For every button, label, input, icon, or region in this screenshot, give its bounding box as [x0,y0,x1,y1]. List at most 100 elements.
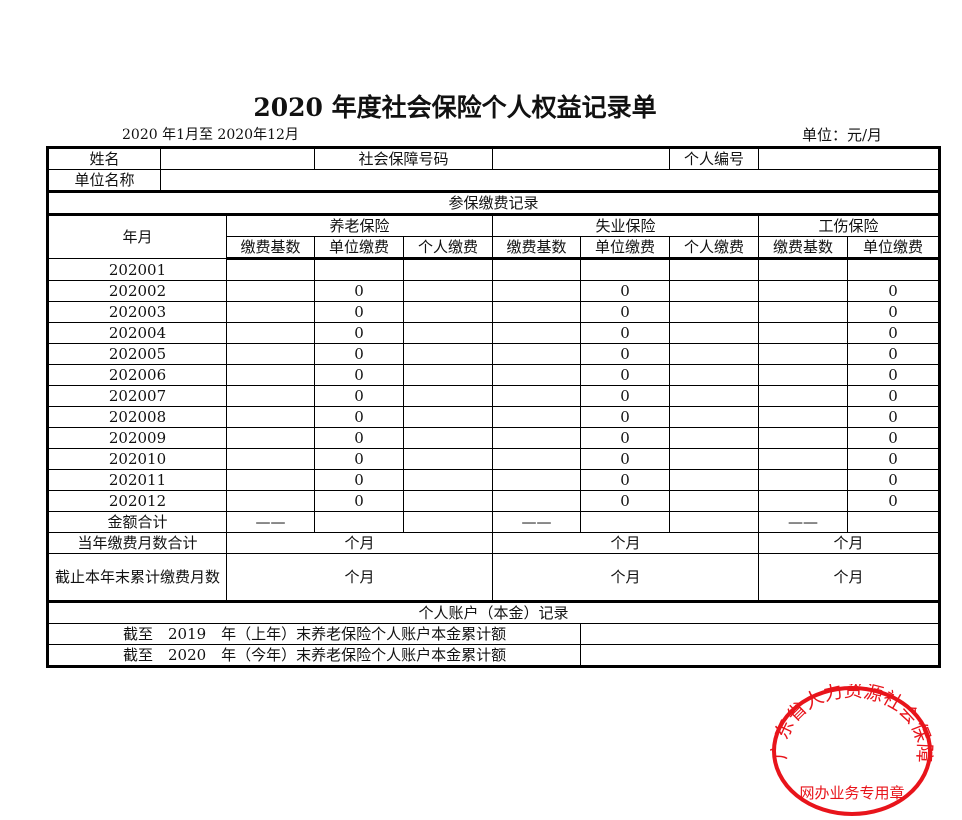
amount-cell: 0 [847,280,941,302]
table-row: 202004 0 0 0 [47,322,941,344]
ssn-label: 社会保障号码 [313,147,494,170]
year-month: 202004 [47,322,227,344]
amount-cell [758,448,849,470]
amount-cell [669,385,760,407]
stamp-org-text: 广东省人力资源社会保障厅 [770,684,934,763]
amount-cell [226,469,315,491]
year-month: 202007 [47,385,227,407]
amount-cell [402,301,494,323]
amount-cell [669,427,760,449]
amount-cell [492,343,582,365]
year-month: 202011 [47,469,227,491]
total-row: 金额合计 —— —— —— [47,511,941,533]
amount-cell: 0 [314,364,404,386]
amount-cell [226,343,315,365]
amount-cell [492,385,582,407]
amount-cell [314,258,404,281]
total-cell [669,511,760,533]
amount-cell [669,448,760,470]
amount-cell: 0 [580,490,671,512]
amount-cell [492,258,582,281]
svg-text:广东省人力资源社会保障厅: 广东省人力资源社会保障厅 [770,684,934,763]
year-month-header: 年月 [47,214,227,259]
unemployment-header: 失业保险 [492,214,760,237]
amount-cell: 0 [314,280,404,302]
amount-cell: 0 [580,301,671,323]
year-month: 202005 [47,343,227,365]
year-month: 202003 [47,301,227,323]
amount-cell [669,469,760,491]
year-month: 202010 [47,448,227,470]
amount-cell: 0 [314,427,404,449]
amount-cell: 0 [580,385,671,407]
injury-header: 工伤保险 [758,214,941,237]
page-title: 2020 年度社会保险个人权益记录单 [253,93,657,122]
unemployment-cumulative: 个月 [492,553,760,603]
sub-header: 缴费基数 [226,236,315,260]
injury-months: 个月 [758,532,941,554]
months-year-label: 当年缴费月数合计 [47,532,227,554]
amount-cell [580,258,671,281]
ssn-value [492,147,671,170]
year-month: 202001 [47,258,227,281]
table-row: 202007 0 0 0 [47,385,941,407]
amount-cell: 0 [314,301,404,323]
amount-cell: 0 [580,364,671,386]
amount-cell: 0 [847,322,941,344]
amount-cell: 0 [314,406,404,428]
amount-cell: 0 [580,427,671,449]
total-cell [847,511,941,533]
amount-cell: 0 [314,322,404,344]
table-row: 202005 0 0 0 [47,343,941,365]
amount-cell: 0 [847,448,941,470]
amount-cell [226,301,315,323]
amount-cell [226,490,315,512]
amount-cell: 0 [847,364,941,386]
amount-cell [402,343,494,365]
amount-cell: 0 [847,427,941,449]
total-cell: —— [226,511,315,533]
amount-cell [402,427,494,449]
total-cell [580,511,671,533]
amount-cell [669,258,760,281]
amount-cell [226,406,315,428]
amount-cell [669,322,760,344]
pension-header: 养老保险 [225,214,494,237]
stamp-purpose-text: 网办业务专用章 [799,784,904,802]
sub-header: 单位缴费 [314,236,404,260]
amount-cell [492,448,582,470]
amount-cell [758,301,849,323]
amount-cell [402,258,494,281]
amount-cell [492,427,582,449]
table-row: 202002 0 0 0 [47,280,941,302]
amount-cell: 0 [847,406,941,428]
amount-cell [402,322,494,344]
amount-cell [758,364,849,386]
section-account-title: 个人账户（本金）记录 [46,600,941,624]
year-month: 202012 [47,490,227,512]
sub-header: 单位缴费 [580,236,671,260]
account-label: 截至 2020 年（今年）末养老保险个人账户本金累计额 [46,644,582,667]
months-cumulative-row: 截止本年末累计缴费月数 个月 个月 个月 [47,553,941,603]
amount-cell [492,490,582,512]
amount-cell [226,280,315,302]
account-value [580,623,941,645]
amount-cell [758,469,849,491]
sub-header: 单位缴费 [847,236,941,260]
amount-cell: 0 [580,469,671,491]
amount-cell: 0 [314,469,404,491]
amount-cell [402,364,494,386]
barcode [710,18,950,56]
amount-cell: 0 [314,343,404,365]
table-row: 202003 0 0 0 [47,301,941,323]
name-value [160,147,315,170]
amount-cell [402,385,494,407]
months-year-row: 当年缴费月数合计 个月 个月 个月 [47,532,941,554]
id-label: 个人编号 [669,147,760,170]
amount-cell [402,490,494,512]
amount-cell [758,280,849,302]
amount-cell [402,280,494,302]
table-row: 202010 0 0 0 [47,448,941,470]
amount-cell: 0 [847,343,941,365]
table-row: 202001 [47,258,941,281]
